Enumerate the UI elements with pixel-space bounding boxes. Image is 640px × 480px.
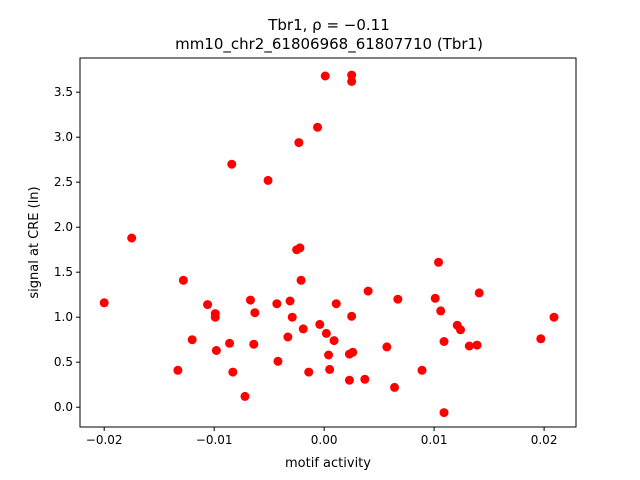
scatter-point (263, 175, 273, 185)
scatter-point (249, 339, 259, 349)
y-tick-label: 2.0 (54, 220, 73, 234)
scatter-point (178, 275, 188, 285)
scatter-point (250, 308, 260, 318)
scatter-point (347, 76, 357, 86)
scatter-point (331, 299, 341, 309)
scatter-point (245, 295, 255, 305)
scatter-point (228, 367, 238, 377)
scatter-point (273, 356, 283, 366)
data-points (99, 70, 559, 418)
scatter-point (329, 336, 339, 346)
chart-title-line2: mm10_chr2_61806968_61807710 (Tbr1) (175, 35, 483, 54)
scatter-point (272, 299, 282, 309)
scatter-point (348, 347, 358, 357)
scatter-point (298, 324, 308, 334)
scatter-point (315, 319, 325, 329)
scatter-point (549, 312, 559, 322)
y-tick-label: 1.0 (54, 310, 73, 324)
scatter-point (382, 342, 392, 352)
scatter-point (99, 298, 109, 308)
scatter-point (210, 312, 220, 322)
y-tick-label: 3.0 (54, 130, 73, 144)
scatter-point (347, 70, 357, 80)
scatter-point (296, 275, 306, 285)
x-axis-label: motif activity (285, 456, 371, 471)
scatter-point (283, 332, 293, 342)
scatter-point (393, 294, 403, 304)
scatter-point (325, 364, 335, 374)
scatter-point (344, 375, 354, 385)
scatter-point (173, 365, 183, 375)
scatter-point (203, 300, 213, 310)
scatter-point (347, 311, 357, 321)
scatter-point (464, 341, 474, 351)
scatter-point (430, 293, 440, 303)
y-tick-label: 0.5 (54, 355, 73, 369)
scatter-point (363, 286, 373, 296)
scatter-point (304, 367, 314, 377)
scatter-point (456, 325, 466, 335)
scatter-point (436, 306, 446, 316)
chart-title-line1: Tbr1, ρ = −0.11 (267, 16, 390, 34)
scatter-point (536, 334, 546, 344)
y-axis-ticks: 0.0 0.5 1.0 1.5 2.0 2.5 3.0 3.5 (54, 85, 80, 414)
scatter-point (127, 233, 137, 243)
scatter-point (439, 408, 449, 418)
scatter-point (294, 138, 304, 148)
scatter-point (187, 335, 197, 345)
y-tick-label: 3.5 (54, 85, 73, 99)
scatter-point (434, 257, 444, 267)
scatter-point (287, 312, 297, 322)
scatter-point (320, 71, 330, 81)
x-axis-ticks: −0.02 −0.01 0.00 0.01 0.02 (86, 427, 558, 447)
scatter-point (321, 328, 331, 338)
y-tick-label: 2.5 (54, 175, 73, 189)
x-tick-label: 0.02 (531, 433, 558, 447)
scatter-point (472, 340, 482, 350)
x-tick-label: −0.02 (86, 433, 123, 447)
scatter-point (313, 122, 323, 132)
x-tick-label: 0.00 (311, 433, 338, 447)
y-tick-label: 1.5 (54, 265, 73, 279)
scatter-point (240, 391, 250, 401)
scatter-point (439, 337, 449, 346)
scatter-point (390, 382, 400, 392)
scatter-point (295, 243, 305, 253)
y-axis-label: signal at CRE (ln) (27, 186, 42, 298)
scatter-point (360, 374, 370, 384)
plot-area-frame (79, 57, 577, 428)
scatter-point (324, 350, 334, 360)
scatter-point (474, 288, 484, 298)
scatter-point (417, 365, 427, 375)
y-tick-label: 0.0 (54, 400, 73, 414)
scatter-point (211, 346, 221, 355)
x-tick-label: 0.01 (421, 433, 448, 447)
scatter-point (225, 338, 235, 348)
x-tick-label: −0.01 (196, 433, 233, 447)
scatter-point (227, 159, 237, 169)
scatter-point (285, 296, 295, 306)
